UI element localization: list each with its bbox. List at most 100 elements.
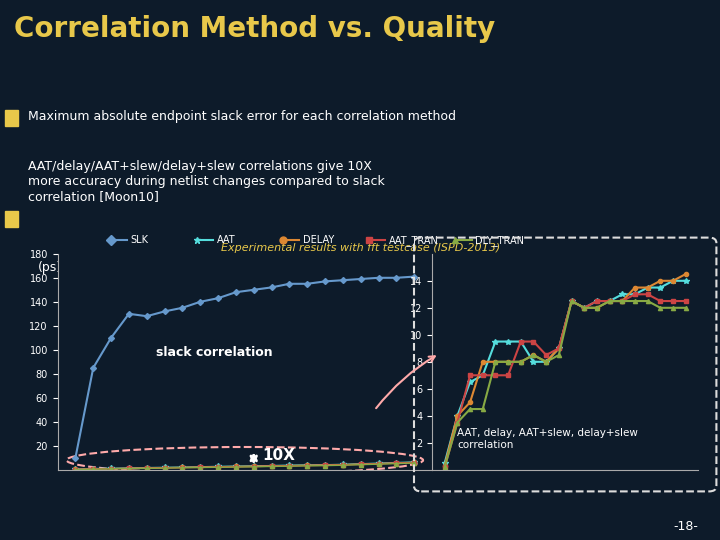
DELAY <box>89 465 98 472</box>
AAT <box>504 338 513 345</box>
AAT_TRAN <box>504 372 513 379</box>
AAT <box>478 372 487 379</box>
AAT <box>125 465 133 471</box>
AAT <box>491 338 500 345</box>
AAT_TRAN <box>143 465 151 471</box>
AAT <box>196 463 204 470</box>
AAT <box>618 291 626 298</box>
AAT <box>516 338 525 345</box>
AAT_TRAN <box>529 338 538 345</box>
Line: DLY_TRAN: DLY_TRAN <box>443 299 688 469</box>
SLK <box>356 276 365 282</box>
Text: (ps): (ps) <box>38 261 63 274</box>
DLY_TRAN <box>681 305 690 311</box>
AAT <box>453 413 462 419</box>
DLY_TRAN <box>267 463 276 470</box>
Line: AAT_TRAN: AAT_TRAN <box>73 461 416 471</box>
DELAY <box>529 352 538 359</box>
Text: Correlation Method vs. Quality: Correlation Method vs. Quality <box>14 15 495 43</box>
DELAY <box>178 464 186 471</box>
DLY_TRAN <box>669 305 678 311</box>
DLY_TRAN <box>410 460 418 467</box>
AAT_TRAN <box>267 463 276 469</box>
DLY_TRAN <box>542 359 551 365</box>
AAT_TRAN <box>125 465 133 472</box>
AAT <box>267 462 276 469</box>
AAT_TRAN <box>232 463 240 470</box>
SLK <box>214 295 222 301</box>
AAT <box>466 379 474 386</box>
DELAY <box>374 460 383 467</box>
AAT_TRAN <box>320 462 329 469</box>
AAT <box>143 464 151 471</box>
AAT_TRAN <box>392 460 400 467</box>
AAT <box>392 460 400 466</box>
AAT <box>644 284 652 291</box>
DLY_TRAN <box>161 465 169 471</box>
DELAY <box>504 359 513 365</box>
Line: SLK: SLK <box>73 274 416 460</box>
DELAY <box>631 284 639 291</box>
SLK <box>303 281 312 287</box>
SLK <box>107 335 115 341</box>
Text: -18-: -18- <box>673 520 698 533</box>
AAT_TRAN <box>410 460 418 466</box>
DELAY <box>542 359 551 365</box>
DLY_TRAN <box>656 305 665 311</box>
AAT <box>631 291 639 298</box>
AAT_TRAN <box>285 463 294 469</box>
DELAY <box>606 298 614 305</box>
DELAY <box>356 461 365 467</box>
DLY_TRAN <box>71 467 80 473</box>
DLY_TRAN <box>338 462 347 469</box>
AAT <box>89 465 98 472</box>
DLY_TRAN <box>567 298 576 305</box>
AAT_TRAN <box>567 298 576 305</box>
DLY_TRAN <box>631 298 639 305</box>
AAT <box>656 284 665 291</box>
DELAY <box>656 278 665 284</box>
SLK <box>143 313 151 320</box>
AAT <box>593 298 601 305</box>
Text: slack correlation: slack correlation <box>156 346 272 359</box>
SLK <box>285 281 294 287</box>
DELAY <box>441 462 449 469</box>
Text: DELAY: DELAY <box>302 235 334 245</box>
SLK <box>410 273 418 280</box>
AAT_TRAN <box>593 298 601 305</box>
DLY_TRAN <box>618 298 626 305</box>
DELAY <box>392 460 400 466</box>
AAT <box>161 464 169 471</box>
DELAY <box>466 399 474 406</box>
AAT <box>542 359 551 365</box>
SLK <box>161 308 169 315</box>
Line: AAT: AAT <box>73 459 417 472</box>
Line: DLY_TRAN: DLY_TRAN <box>73 461 416 471</box>
AAT_TRAN <box>580 305 588 311</box>
AAT_TRAN <box>542 352 551 359</box>
DELAY <box>107 465 115 472</box>
DLY_TRAN <box>644 298 652 305</box>
AAT <box>580 305 588 311</box>
AAT_TRAN <box>356 461 365 468</box>
DLY_TRAN <box>178 464 186 471</box>
SLK <box>374 274 383 281</box>
DLY_TRAN <box>356 461 365 468</box>
Text: SLK: SLK <box>130 235 148 245</box>
AAT_TRAN <box>478 372 487 379</box>
Bar <box>5 110 17 126</box>
AAT <box>285 462 294 469</box>
DLY_TRAN <box>554 352 563 359</box>
DLY_TRAN <box>249 463 258 470</box>
DELAY <box>554 345 563 352</box>
AAT <box>554 345 563 352</box>
AAT_TRAN <box>466 372 474 379</box>
AAT_TRAN <box>338 462 347 468</box>
AAT_TRAN <box>669 298 678 305</box>
DLY_TRAN <box>303 463 312 469</box>
DELAY <box>196 464 204 470</box>
DLY_TRAN <box>320 462 329 469</box>
AAT_TRAN <box>453 419 462 426</box>
DELAY <box>681 271 690 278</box>
SLK <box>267 284 276 291</box>
